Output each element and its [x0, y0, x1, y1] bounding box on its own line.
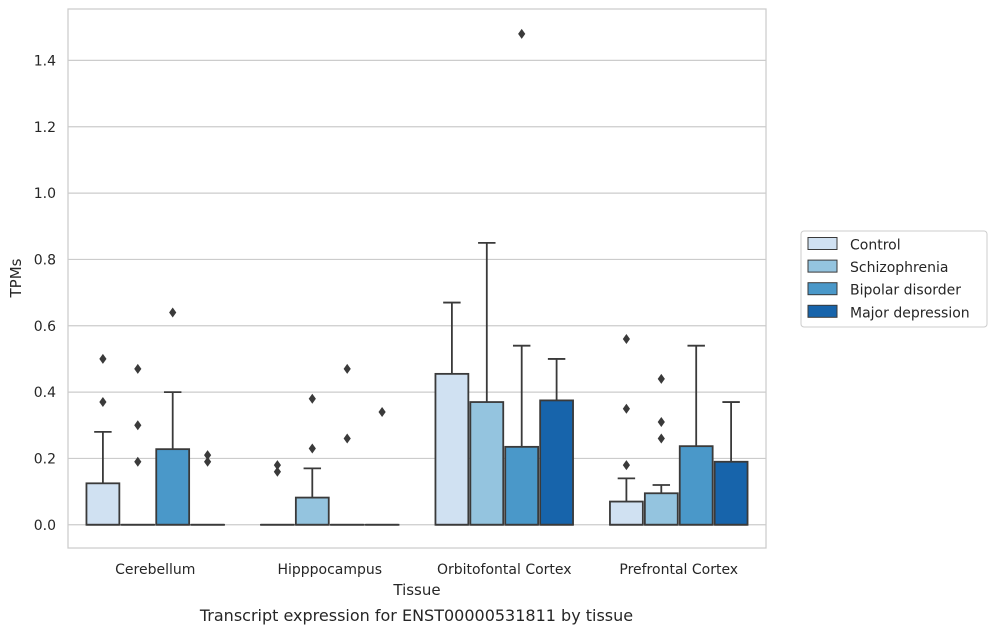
outlier-point	[343, 433, 351, 444]
box	[294, 496, 330, 526]
y-axis-label: TPMs	[7, 258, 25, 298]
outlier-point	[343, 363, 351, 374]
box-group	[85, 353, 121, 526]
x-axis-label: Tissue	[392, 581, 440, 599]
y-tick-label: 0.0	[34, 518, 56, 534]
box-group	[294, 393, 330, 526]
box	[678, 445, 714, 526]
y-tick-label: 0.2	[34, 451, 56, 467]
box-group	[434, 301, 470, 526]
box	[85, 482, 121, 526]
outlier-point	[99, 353, 107, 364]
box-group	[120, 363, 156, 526]
box-group	[469, 241, 505, 526]
outlier-point	[657, 416, 665, 427]
box-group	[539, 358, 574, 526]
box	[539, 399, 574, 526]
box-group	[155, 307, 191, 526]
box	[643, 492, 679, 526]
outlier-point	[204, 456, 212, 467]
outlier-point	[169, 307, 177, 318]
box-group	[329, 363, 365, 526]
outlier-point	[518, 28, 526, 39]
outlier-point	[204, 450, 212, 461]
x-tick-label: Cerebellum	[115, 562, 195, 578]
legend-swatch	[807, 237, 838, 250]
outlier-point	[134, 363, 142, 374]
box	[155, 448, 191, 526]
box-group	[713, 401, 749, 526]
figure-caption: Transcript expression for ENST0000053181…	[199, 606, 634, 625]
legend-swatch	[807, 304, 838, 318]
outlier-point	[622, 460, 630, 471]
legend-frame	[800, 230, 988, 328]
x-tick-label: Prefrontal Cortex	[619, 562, 738, 578]
outlier-point	[622, 403, 630, 414]
boxes	[85, 28, 749, 526]
box-group	[260, 460, 295, 526]
box	[504, 445, 540, 526]
box	[434, 372, 470, 526]
y-tick-label: 1.0	[34, 186, 56, 202]
legend: Control Schizophrenia Bipolar disorder Majo…	[800, 230, 988, 328]
outlier-point	[134, 420, 142, 431]
outlier-point	[378, 407, 386, 418]
box-group	[364, 407, 400, 526]
legend-label: Control	[850, 238, 901, 254]
box-group	[504, 28, 540, 526]
box-group	[609, 334, 644, 526]
box-group	[643, 373, 679, 526]
plot-area-frame	[67, 8, 767, 549]
outlier-point	[134, 456, 142, 467]
y-axis-ticks: 0.0 0.2 0.4 0.6 0.8 1.0 1.2 1.4	[34, 53, 56, 533]
x-tick-label: Hipppocampus	[277, 562, 382, 578]
box	[469, 401, 505, 526]
x-tick-label: Orbitofontal Cortex	[437, 562, 572, 578]
y-tick-label: 1.2	[34, 120, 56, 136]
outlier-point	[622, 334, 630, 345]
box	[609, 500, 644, 526]
x-axis-ticks: Cerebellum Hipppocampus Orbitofontal Corte…	[115, 562, 738, 578]
outlier-point	[308, 443, 316, 454]
box	[713, 460, 749, 526]
outlier-point	[657, 433, 665, 444]
outlier-point	[308, 393, 316, 404]
outlier-point	[99, 397, 107, 408]
y-tick-label: 0.4	[34, 385, 56, 401]
legend-label: Major depression	[850, 305, 970, 321]
box-group	[190, 450, 225, 526]
y-tick-label: 0.6	[34, 319, 56, 335]
legend-label: Schizophrenia	[850, 260, 948, 276]
outlier-point	[273, 460, 281, 471]
legend-swatch	[807, 282, 838, 296]
y-tick-label: 1.4	[34, 53, 56, 69]
legend-label: Bipolar disorder	[850, 283, 961, 299]
outlier-point	[273, 466, 281, 477]
y-tick-label: 0.8	[34, 252, 56, 268]
outlier-point	[657, 373, 665, 384]
box-group	[678, 344, 714, 526]
legend-swatch	[807, 259, 838, 273]
